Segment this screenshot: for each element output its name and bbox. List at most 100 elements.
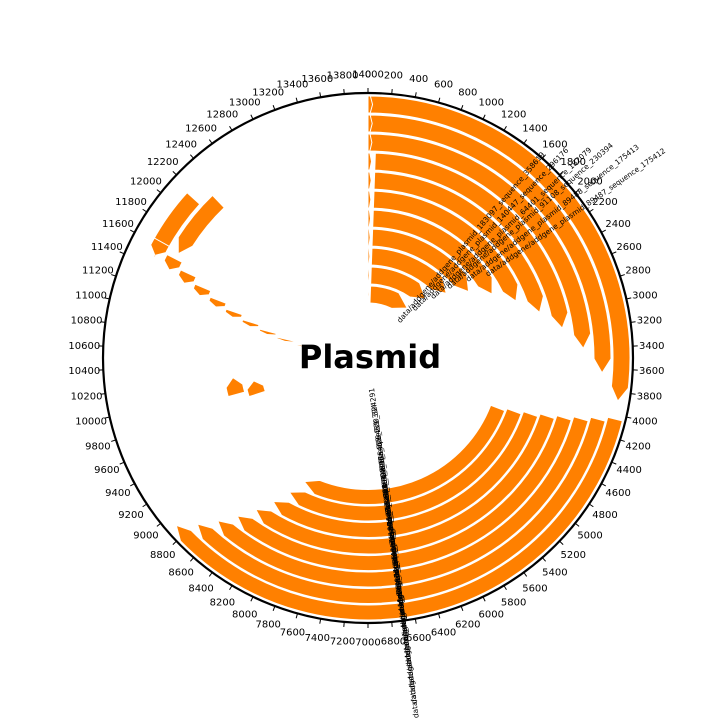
- tick-label: 2600: [616, 242, 641, 253]
- upper-feature-arrow: [374, 152, 569, 330]
- tick-label: 6200: [455, 619, 480, 630]
- tick-mark: [295, 97, 298, 103]
- lower-feature-arrow: [196, 416, 606, 604]
- tick-label: 11400: [91, 242, 123, 253]
- tick-label: 13400: [277, 80, 309, 91]
- small-feature-arrow: [367, 285, 370, 304]
- tick-label: 5600: [522, 583, 547, 594]
- upper-feature-arrow: [367, 133, 592, 350]
- tick-mark: [626, 297, 632, 300]
- upper-feature-arrow: [367, 114, 612, 374]
- upper-feature-arrow: [370, 266, 427, 300]
- tick-label: 400: [409, 74, 428, 85]
- upper-feature-arrow: [372, 190, 519, 302]
- tick-label: 10200: [71, 392, 103, 403]
- diagonal-feature-arrow: [331, 353, 350, 357]
- tick-mark: [559, 540, 564, 545]
- tick-label: 1200: [501, 110, 526, 121]
- diagonal-feature-arrow: [294, 343, 313, 349]
- topleft-feature-arrow: [177, 194, 225, 255]
- tick-mark: [482, 596, 486, 602]
- tick-mark: [229, 125, 233, 131]
- tick-mark: [250, 114, 254, 120]
- tick-label: 5200: [561, 550, 586, 561]
- tick-mark: [588, 208, 594, 213]
- tick-label: 11000: [75, 290, 107, 301]
- tick-mark: [588, 503, 594, 508]
- tick-label: 12800: [206, 110, 238, 121]
- tick-mark: [319, 618, 322, 624]
- tick-mark: [460, 105, 464, 111]
- feature-layer: [150, 95, 631, 621]
- diagonal-feature-arrow: [150, 237, 170, 256]
- tick-mark: [119, 251, 125, 255]
- tick-label: 200: [384, 71, 403, 82]
- tick-mark: [189, 154, 195, 159]
- tick-label: 7800: [255, 619, 280, 630]
- upper-feature-arrow: [369, 285, 408, 309]
- tick-label: 2400: [605, 219, 630, 230]
- tick-label: 1800: [561, 157, 586, 168]
- tick-mark: [142, 208, 148, 213]
- tick-label: 5800: [501, 597, 526, 608]
- tick-label: 3400: [639, 341, 664, 352]
- tick-mark: [119, 461, 125, 465]
- lower-feature-arrow: [303, 404, 506, 505]
- tick-label: 6800: [381, 636, 406, 647]
- tick-label: 8200: [210, 597, 235, 608]
- tick-mark: [156, 522, 162, 527]
- tick-mark: [272, 605, 276, 611]
- tick-label: 0: [365, 70, 371, 81]
- tick-label: 6000: [478, 609, 503, 620]
- tick-label: 2800: [625, 266, 650, 277]
- tick-label: 11200: [82, 266, 114, 277]
- tick-mark: [319, 92, 322, 98]
- short-feature-arrow: [225, 376, 246, 398]
- diagram-title: Plasmid: [299, 338, 441, 376]
- tick-label: 10400: [68, 366, 100, 377]
- lower-feature-arrow: [254, 413, 556, 555]
- small-feature-arrow: [367, 133, 373, 152]
- tick-label: 7400: [305, 633, 330, 644]
- tick-label: 3200: [637, 315, 662, 326]
- lower-feature-arrow: [236, 415, 572, 571]
- lower-feature-arrow: [217, 416, 589, 588]
- tick-label: 13600: [301, 74, 333, 85]
- tick-label: 10600: [68, 341, 100, 352]
- tick-mark: [172, 171, 177, 176]
- diagonal-feature-arrow: [258, 328, 277, 336]
- tick-label: 12600: [185, 124, 217, 135]
- tick-label: 3000: [632, 290, 657, 301]
- tick-mark: [601, 229, 606, 233]
- tick-mark: [523, 139, 528, 144]
- diagonal-feature-arrow: [192, 283, 212, 297]
- tick-label: 4400: [616, 465, 641, 476]
- tick-label: 6400: [431, 627, 456, 638]
- upper-feature-arrow: [370, 247, 447, 294]
- tick-mark: [611, 461, 617, 465]
- small-feature-arrow: [367, 228, 371, 247]
- tick-label: 3800: [637, 392, 662, 403]
- tick-mark: [630, 393, 636, 395]
- tick-label: 4800: [592, 510, 617, 521]
- tick-label: 600: [434, 80, 453, 91]
- tick-mark: [559, 171, 564, 176]
- upper-feature-arrow: [371, 228, 470, 293]
- tick-mark: [611, 251, 617, 255]
- tick-mark: [189, 557, 195, 562]
- tick-mark: [130, 229, 135, 233]
- tick-label: 13800: [327, 71, 359, 82]
- tick-mark: [619, 439, 625, 442]
- diagonal-feature-arrow: [241, 319, 260, 328]
- tick-label: 11800: [115, 197, 147, 208]
- tick-label: 3600: [639, 366, 664, 377]
- tick-mark: [111, 439, 117, 442]
- tick-label: 10000: [75, 417, 107, 428]
- tick-label: 2000: [577, 176, 602, 187]
- diagonal-feature-arrow: [163, 253, 183, 271]
- tick-mark: [100, 393, 106, 395]
- tick-label: 8400: [188, 583, 213, 594]
- tick-label: 11600: [102, 219, 134, 230]
- lower-feature-arrow: [175, 416, 623, 621]
